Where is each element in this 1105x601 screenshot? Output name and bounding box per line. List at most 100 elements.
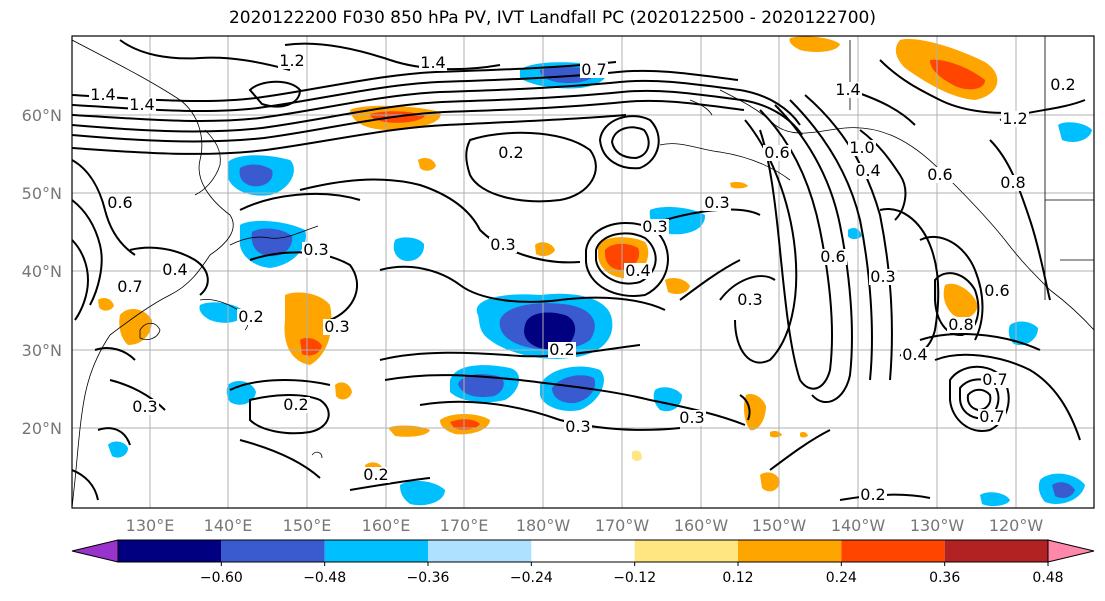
contour-label-bg <box>106 195 134 211</box>
colorbar-extend-max <box>1047 539 1095 563</box>
contour-label-bg <box>703 195 731 211</box>
contour-label-bg <box>302 242 330 258</box>
longitude-label: 120°W <box>989 516 1044 535</box>
contour-label-bg <box>983 283 1011 299</box>
contour-label: 0.7 <box>979 407 1004 426</box>
pv-contours <box>72 39 1086 501</box>
contour-label-bg <box>981 372 1009 388</box>
contour-label: 0.7 <box>581 60 606 79</box>
contour-label: 0.4 <box>625 261 650 280</box>
longitude-label: 150°E <box>283 516 332 535</box>
longitude-label: 130°W <box>910 516 965 535</box>
contour-label: 0.7 <box>117 277 142 296</box>
contour-label-bg <box>278 53 306 69</box>
colorbar-tick-label: −0.48 <box>303 570 346 586</box>
latitude-label: 40°N <box>22 262 62 281</box>
contour-label: 0.6 <box>107 193 132 212</box>
longitude-label: 170°W <box>595 516 650 535</box>
longitude-label: 180°W <box>516 516 571 535</box>
contour-label-bg <box>1001 111 1029 127</box>
contour-label-bg <box>237 309 265 325</box>
colorbar-tick-label: 0.12 <box>722 570 753 586</box>
contour-label: 0.2 <box>363 465 388 484</box>
contour-label-bg <box>548 342 576 358</box>
latitude-label: 20°N <box>22 419 62 438</box>
contour-label-bg <box>1049 77 1077 93</box>
colorbar-segment <box>531 540 635 562</box>
longitude-label: 160°E <box>362 516 411 535</box>
contour-label-bg <box>497 145 525 161</box>
contour-label: 0.3 <box>679 408 704 427</box>
longitude-labels: 130°E 140°E 150°E 160°E 170°E 180°W 170°W 160°W… <box>126 516 1044 535</box>
contour-label: 1.4 <box>90 85 115 104</box>
colorbar-segment <box>738 540 842 562</box>
colorbar-tick-label: 0.24 <box>826 570 857 586</box>
contour-label: 1.4 <box>835 80 860 99</box>
contour-label-bg <box>947 317 975 333</box>
contour-label: 0.2 <box>238 307 263 326</box>
contour-label: 0.2 <box>549 340 574 359</box>
colorbar-tick-label: −0.12 <box>613 570 656 586</box>
contour-label: 1.4 <box>420 53 445 72</box>
contour-label: 1.0 <box>849 138 874 157</box>
contour-label: 0.6 <box>984 281 1009 300</box>
longitude-label: 160°W <box>674 516 729 535</box>
contour-label-bg <box>564 419 592 435</box>
contour-label: 0.6 <box>820 247 845 266</box>
contour-label: 0.2 <box>283 395 308 414</box>
contour-label-bg <box>131 399 159 415</box>
colorbar-segment <box>324 540 428 562</box>
contour-label-bg <box>859 487 887 503</box>
contour-label-bg <box>362 467 390 483</box>
contour-label-bg <box>624 263 652 279</box>
contour-label-bg <box>901 347 929 363</box>
colorbar-tick-label: 0.36 <box>929 570 960 586</box>
contour-label: 0.3 <box>324 317 349 336</box>
latitude-label: 30°N <box>22 341 62 360</box>
contour-label: 0.6 <box>927 165 952 184</box>
contour-label-bg <box>869 269 897 285</box>
contour-label-bg <box>736 292 764 308</box>
contour-label: 0.4 <box>902 345 927 364</box>
map-frame <box>71 35 1095 509</box>
contour-label-bg <box>641 219 669 235</box>
longitude-label: 150°W <box>752 516 807 535</box>
map-background <box>72 36 1094 508</box>
colorbar-segment <box>841 540 945 562</box>
contour-label: 0.3 <box>303 240 328 259</box>
contour-label-bg <box>128 97 156 113</box>
map-title: 2020122200 F030 850 hPa PV, IVT Landfall… <box>228 8 876 28</box>
contour-label-bg <box>580 62 608 78</box>
colorbar-segment <box>944 540 1048 562</box>
contour-label-bg <box>419 55 447 71</box>
contour-label-bg <box>848 140 876 156</box>
colorbar-segment <box>221 540 325 562</box>
contour-label-bg <box>763 145 791 161</box>
latitude-label: 60°N <box>22 106 62 125</box>
latitude-labels: 60°N 50°N 40°N 30°N 20°N <box>22 106 62 438</box>
colorbar-segment <box>118 540 222 562</box>
contour-label-bg <box>999 175 1027 191</box>
longitude-label: 140°E <box>204 516 253 535</box>
colorbar-segment <box>634 540 738 562</box>
longitude-label: 130°E <box>126 516 175 535</box>
longitude-label: 170°E <box>440 516 489 535</box>
contour-label-bg <box>978 409 1006 425</box>
colorbar-tick-label: −0.36 <box>407 570 450 586</box>
contour-label-bg <box>89 87 117 103</box>
colorbar <box>71 539 1095 563</box>
contour-label: 0.3 <box>132 397 157 416</box>
contour-label: 0.3 <box>490 235 515 254</box>
contour-label: 0.7 <box>982 370 1007 389</box>
contour-label: 0.4 <box>162 260 187 279</box>
contour-label-bg <box>926 167 954 183</box>
contour-label: 0.8 <box>948 315 973 334</box>
contour-label: 0.8 <box>1000 173 1025 192</box>
colorbar-frame <box>117 539 1049 563</box>
contour-label-bg <box>819 249 847 265</box>
contour-label-bg <box>323 319 351 335</box>
longitude-label: 140°W <box>831 516 886 535</box>
colorbar-segment <box>428 540 532 562</box>
colorbar-tick-label: −0.24 <box>510 570 553 586</box>
